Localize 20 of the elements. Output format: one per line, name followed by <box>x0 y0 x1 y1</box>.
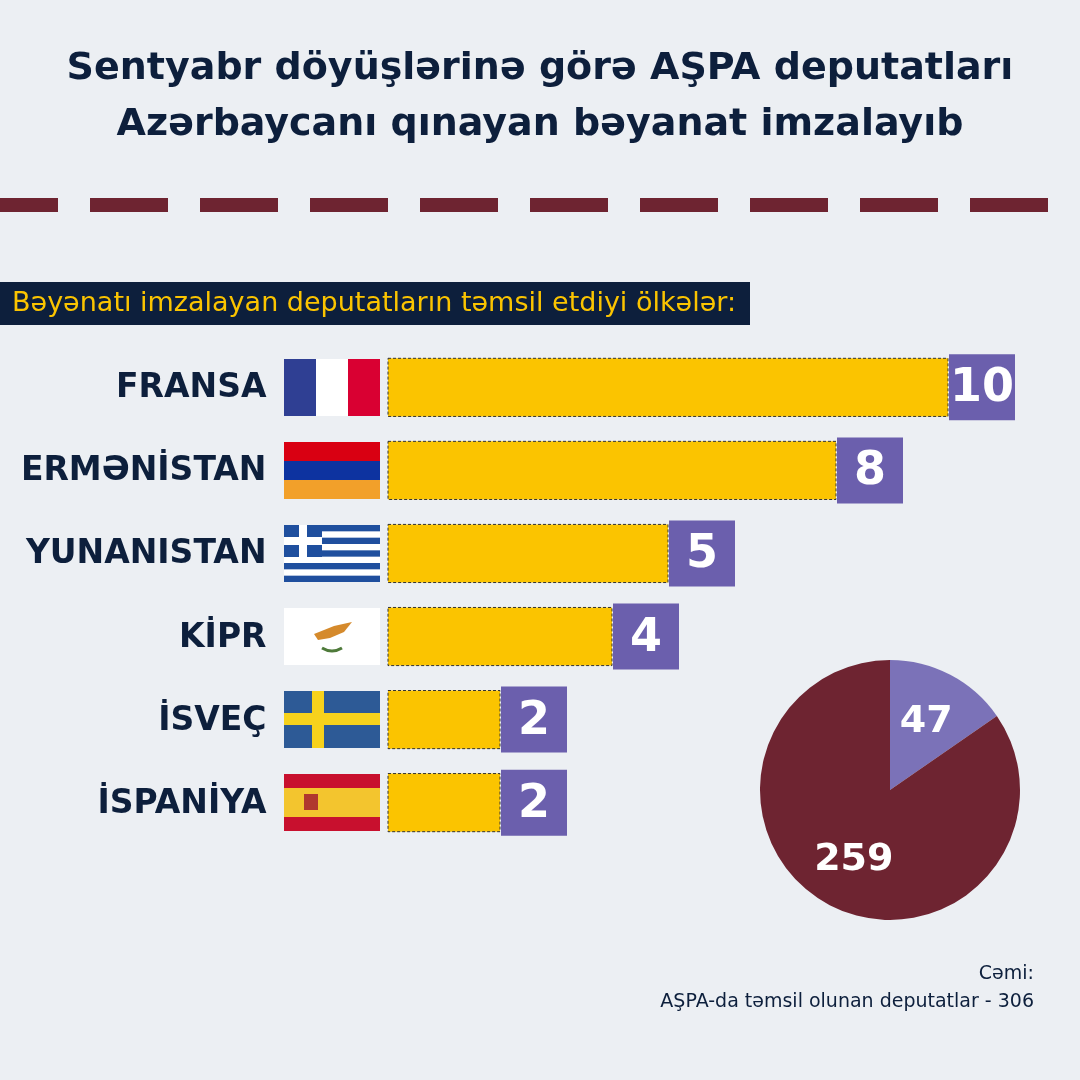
y-tick-label: FRANSA <box>116 366 267 406</box>
data-label: 2 <box>517 690 551 745</box>
y-tick-label: YUNANISTAN <box>24 532 267 572</box>
data-label: 2 <box>517 773 551 828</box>
data-label: 47 <box>899 696 953 741</box>
data-label: 4 <box>629 607 663 662</box>
y-tick-label: İSVEÇ <box>158 697 267 738</box>
text: Cəmi: <box>977 960 1034 985</box>
data-label: 8 <box>853 441 887 496</box>
text: AŞPA-da təmsil olunan deputatlar - 306 <box>660 988 1034 1013</box>
data-label: 5 <box>685 524 719 579</box>
chart-title: Sentyabr döyüşlərinə görə AŞPA deputatları Azərbaycanı qınayan bəyanat imzalayıb <box>65 43 1015 146</box>
y-tick-label: İSPANİYA <box>97 780 267 821</box>
chart-subtitle: Bəyənatı imzalayan deputatların təmsil etdiyi ölkələr: <box>0 282 751 325</box>
y-tick-label: KİPR <box>179 614 267 655</box>
y-tick-label: ERMƏNİSTAN <box>20 448 267 489</box>
data-label: 10 <box>949 358 1015 413</box>
pie-slice <box>760 660 1020 920</box>
pie-slice <box>890 660 997 790</box>
data-label: 259 <box>814 835 894 880</box>
